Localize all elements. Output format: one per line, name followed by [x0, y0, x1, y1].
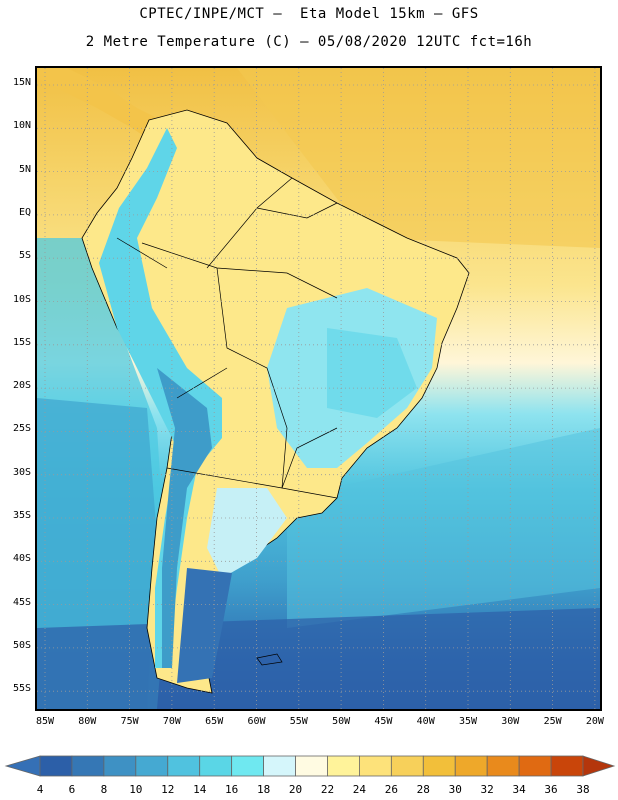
longitude-label: 50W — [332, 716, 351, 727]
latitude-label: 5S — [18, 250, 31, 262]
colorbar-tick-label: 12 — [161, 783, 175, 796]
longitude-label: 45W — [374, 716, 393, 727]
colorbar-over-arrow — [582, 755, 616, 777]
country-borders — [116, 177, 338, 499]
latitude-label: EQ — [18, 206, 31, 218]
longitude-label: 70W — [162, 716, 181, 727]
warm-atlantic — [237, 68, 600, 248]
colorbar-cell — [550, 755, 584, 777]
colorbar-cell — [199, 755, 233, 777]
latitude-label: 55S — [12, 683, 31, 695]
colorbar-tick-label: 34 — [512, 783, 526, 796]
latitude-label: 40S — [12, 553, 31, 565]
southern-cone-cool — [207, 488, 287, 578]
falkland-islands — [256, 653, 283, 666]
longitude-label: 80W — [78, 716, 97, 727]
andes-cold — [157, 368, 212, 668]
south-atlantic-band — [287, 428, 600, 628]
latitude-label: 30S — [12, 466, 31, 478]
temperature-colorbar — [4, 755, 616, 777]
longitude-label: 30W — [501, 716, 520, 727]
longitude-label: 25W — [543, 716, 562, 727]
colorbar-tick-label: 6 — [68, 783, 76, 796]
map-title-line2: 2 Metre Temperature (C) – 05/08/2020 12U… — [85, 34, 533, 50]
colorbar-cell — [39, 755, 73, 777]
latitude-label: 10S — [12, 293, 31, 305]
brazil-interior-cool — [327, 328, 417, 418]
longitude-label: 60W — [247, 716, 266, 727]
lat-lon-grid — [37, 68, 600, 709]
colorbar-tick-label: 26 — [384, 783, 398, 796]
colorbar-tick-label: 22 — [320, 783, 335, 796]
colorbar-tick-label: 4 — [36, 783, 44, 796]
colorbar-cell — [486, 755, 520, 777]
latitude-label: 15N — [12, 77, 31, 88]
latitude-label: 10N — [12, 120, 31, 132]
colorbar-tick-label: 30 — [448, 783, 462, 796]
patagonia-cold — [177, 568, 232, 683]
colorbar-cell — [518, 755, 552, 777]
colorbar-cell — [263, 755, 296, 777]
colorbar-tick-label: 28 — [416, 783, 430, 796]
temperature-map — [35, 66, 602, 711]
colorbar-tick-label: 36 — [544, 783, 558, 796]
colorbar-cell — [231, 755, 264, 777]
colorbar-under-arrow — [4, 755, 41, 777]
longitude-label: 55W — [289, 716, 308, 727]
latitude-label: 35S — [12, 510, 31, 521]
colorbar-cell — [71, 755, 105, 777]
colorbar-tick-label: 8 — [100, 783, 108, 796]
latitude-label: 45S — [12, 596, 31, 608]
colorbar-tick-label: 18 — [256, 783, 271, 796]
colorbar-cell — [454, 755, 488, 777]
colorbar-cell — [167, 755, 201, 777]
colorbar-cell — [295, 755, 328, 777]
colorbar-tick-label: 32 — [480, 783, 494, 796]
latitude-label: 25S — [12, 423, 31, 435]
longitude-label: 35W — [458, 716, 478, 727]
colorbar-cell — [359, 755, 392, 777]
colorbar-tick-label: 38 — [576, 783, 590, 796]
colorbar-cell — [390, 755, 424, 777]
colorbar-tick-label: 10 — [129, 783, 143, 796]
latitude-label: 20S — [12, 380, 31, 392]
longitude-label: 75W — [120, 716, 139, 727]
latitude-label: 50S — [12, 639, 31, 651]
central-america — [37, 68, 157, 138]
map-title-line1: CPTEC/INPE/MCT – Eta Model 15km – GFS — [139, 6, 479, 22]
longitude-label: 85W — [35, 716, 55, 727]
colorbar-cell — [135, 755, 169, 777]
andes-cool — [99, 128, 222, 668]
colorbar-tick-label: 24 — [352, 783, 367, 796]
latitude-label: 5N — [18, 163, 31, 175]
colorbar-cell — [327, 755, 360, 777]
longitude-label: 65W — [205, 716, 224, 727]
colorbar-cell — [422, 755, 456, 777]
colorbar-cell — [103, 755, 137, 777]
longitude-label: 40W — [416, 716, 435, 727]
latitude-label: 15S — [12, 336, 31, 348]
colorbar-tick-label: 14 — [193, 783, 207, 796]
longitude-label: 20W — [585, 716, 604, 727]
colorbar-tick-label: 16 — [225, 783, 239, 796]
colorbar-tick-label: 20 — [288, 783, 303, 796]
